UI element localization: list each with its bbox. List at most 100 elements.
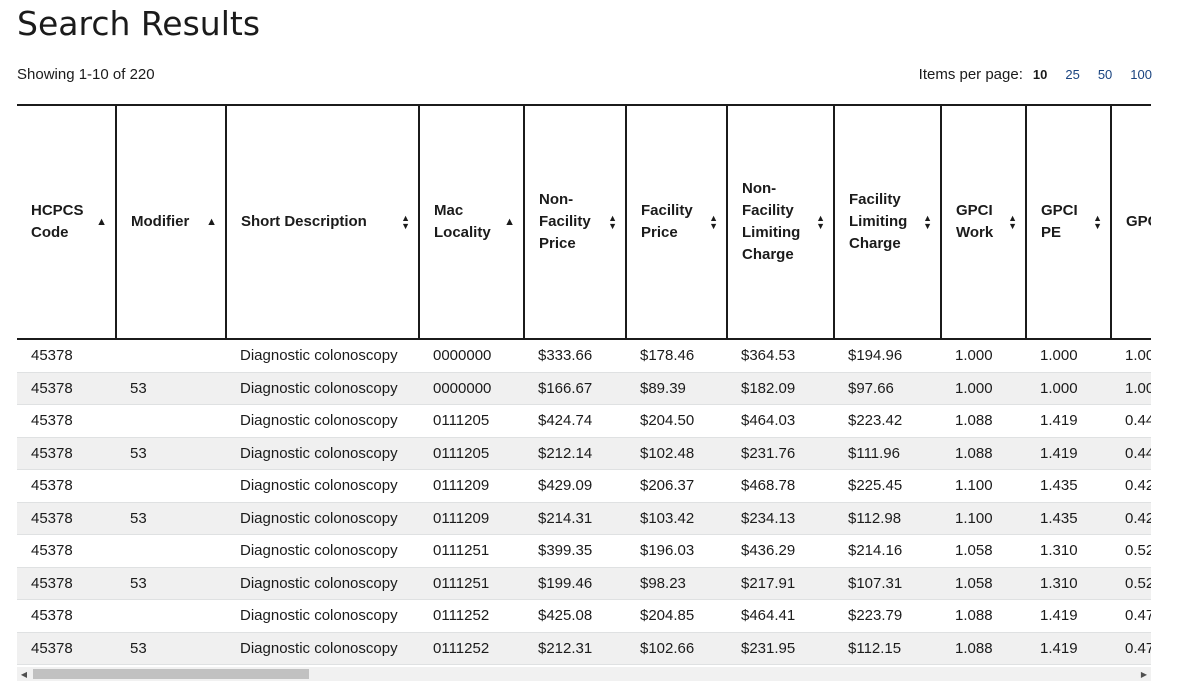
column-header-label: HCPCS Code [31,202,84,241]
column-header-label: Modifier [131,213,190,230]
table-row: 45378 Diagnostic colonoscopy 0000000 $333.6… [17,339,1151,373]
cell-gpci_mp: 0.52 [1111,567,1151,600]
items-per-page-50[interactable]: 50 [1097,67,1113,82]
column-header-gpci_pe[interactable]: GPCI PE ▲ ▼ [1026,104,1112,340]
cell-hcpcs: 45378 [17,372,116,405]
cell-f_price: $103.42 [626,502,727,535]
cell-modifier: 53 [116,567,226,600]
results-table-container: HCPCS Code ▲ Modifier ▲ Short Description ▲ ▼ M… [17,104,1151,666]
sort-both-icon[interactable]: ▲ ▼ [401,213,410,231]
cell-gpci_mp: 0.52 [1111,534,1151,568]
cell-f_limit: $107.31 [834,567,941,600]
cell-mac: 0111252 [419,632,524,665]
cell-desc: Diagnostic colonoscopy [226,567,419,600]
sort-both-icon[interactable]: ▲ ▼ [608,213,617,231]
sort-both-icon[interactable]: ▲ ▼ [1093,213,1102,231]
column-header-hcpcs[interactable]: HCPCS Code ▲ [17,104,117,340]
scrollbar-thumb[interactable] [33,669,309,679]
results-count: Showing 1-10 of 220 [17,66,155,83]
cell-f_price: $178.46 [626,339,727,373]
table-row: 45378 53 Diagnostic colonoscopy 0111251 $199… [17,567,1151,600]
table-row: 45378 Diagnostic colonoscopy 0111252 $425.0… [17,599,1151,633]
items-per-page-label: Items per page: [918,66,1023,83]
table-row: 45378 53 Diagnostic colonoscopy 0000000 $166… [17,372,1151,405]
table-row: 45378 53 Diagnostic colonoscopy 0111205 $212… [17,437,1151,470]
cell-gpci_work: 1.088 [941,632,1026,665]
column-header-mac[interactable]: Mac Locality ▲ [419,104,525,340]
column-header-modifier[interactable]: Modifier ▲ [116,104,227,340]
column-header-nf_price[interactable]: Non-Facility Price ▲ ▼ [524,104,627,340]
scroll-right-arrow-icon[interactable]: ▶ [1140,669,1148,679]
cell-nf_price: $333.66 [524,339,626,373]
cell-nf_limit: $217.91 [727,567,834,600]
cell-desc: Diagnostic colonoscopy [226,599,419,633]
cell-desc: Diagnostic colonoscopy [226,404,419,438]
cell-hcpcs: 45378 [17,599,116,633]
cell-mac: 0111251 [419,534,524,568]
cell-gpci_pe: 1.000 [1026,339,1111,373]
column-header-f_price[interactable]: Facility Price ▲ ▼ [626,104,728,340]
cell-gpci_pe: 1.419 [1026,404,1111,438]
sort-ascending-icon[interactable]: ▲ [206,215,217,228]
cell-gpci_pe: 1.310 [1026,567,1111,600]
cell-desc: Diagnostic colonoscopy [226,502,419,535]
cell-nf_price: $199.46 [524,567,626,600]
results-table: HCPCS Code ▲ Modifier ▲ Short Description ▲ ▼ M… [17,104,1151,665]
column-header-f_limit[interactable]: Facility Limiting Charge ▲ ▼ [834,104,942,340]
cell-f_limit: $223.79 [834,599,941,633]
items-per-page-10[interactable]: 10 [1032,67,1048,82]
sort-ascending-icon[interactable]: ▲ [504,215,515,228]
sort-ascending-icon[interactable]: ▲ [96,215,107,228]
cell-gpci_work: 1.100 [941,502,1026,535]
cell-gpci_mp: 0.42 [1111,502,1151,535]
column-header-label: Short Description [241,213,367,230]
column-header-label: Facility Price [641,202,693,241]
sort-both-icon[interactable]: ▲ ▼ [1008,213,1017,231]
cell-gpci_work: 1.058 [941,534,1026,568]
cell-modifier: 53 [116,632,226,665]
cell-f_price: $204.85 [626,599,727,633]
cell-f_price: $102.48 [626,437,727,470]
column-header-label: GPCI Work [956,202,994,241]
cell-hcpcs: 45378 [17,534,116,568]
cell-hcpcs: 45378 [17,469,116,503]
cell-nf_limit: $234.13 [727,502,834,535]
items-per-page-25[interactable]: 25 [1065,67,1080,82]
table-body: 45378 Diagnostic colonoscopy 0000000 $333.6… [17,339,1151,665]
cell-mac: 0000000 [419,339,524,373]
cell-mac: 0111209 [419,469,524,503]
column-header-nf_limit[interactable]: Non-Facility Limiting Charge ▲ ▼ [727,104,835,340]
cell-modifier [116,404,226,438]
scroll-left-arrow-icon[interactable]: ◀ [20,669,28,679]
cell-gpci_pe: 1.419 [1026,632,1111,665]
cell-nf_limit: $464.41 [727,599,834,633]
sort-both-icon[interactable]: ▲ ▼ [923,213,932,231]
cell-gpci_mp: 0.47 [1111,632,1151,665]
cell-hcpcs: 45378 [17,437,116,470]
cell-mac: 0000000 [419,372,524,405]
cell-gpci_work: 1.100 [941,469,1026,503]
column-header-gpci_work[interactable]: GPCI Work ▲ ▼ [941,104,1027,340]
cell-nf_price: $214.31 [524,502,626,535]
cell-mac: 0111205 [419,404,524,438]
horizontal-scrollbar[interactable]: ◀ ▶ [17,667,1151,681]
column-header-desc[interactable]: Short Description ▲ ▼ [226,104,420,340]
column-header-gpci_mp[interactable]: GPCI MP▲▼ [1111,104,1151,340]
sort-both-icon[interactable]: ▲ ▼ [816,213,825,231]
cell-gpci_pe: 1.419 [1026,437,1111,470]
cell-f_limit: $223.42 [834,404,941,438]
cell-modifier: 53 [116,372,226,405]
cell-modifier [116,534,226,568]
cell-f_limit: $112.15 [834,632,941,665]
cell-mac: 0111209 [419,502,524,535]
cell-gpci_pe: 1.435 [1026,502,1111,535]
cell-nf_price: $429.09 [524,469,626,503]
sort-both-icon[interactable]: ▲ ▼ [709,213,718,231]
cell-nf_price: $425.08 [524,599,626,633]
cell-hcpcs: 45378 [17,339,116,373]
cell-gpci_work: 1.000 [941,339,1026,373]
cell-gpci_work: 1.088 [941,437,1026,470]
cell-gpci_work: 1.088 [941,404,1026,438]
items-per-page-100[interactable]: 100 [1130,67,1152,82]
cell-nf_limit: $364.53 [727,339,834,373]
